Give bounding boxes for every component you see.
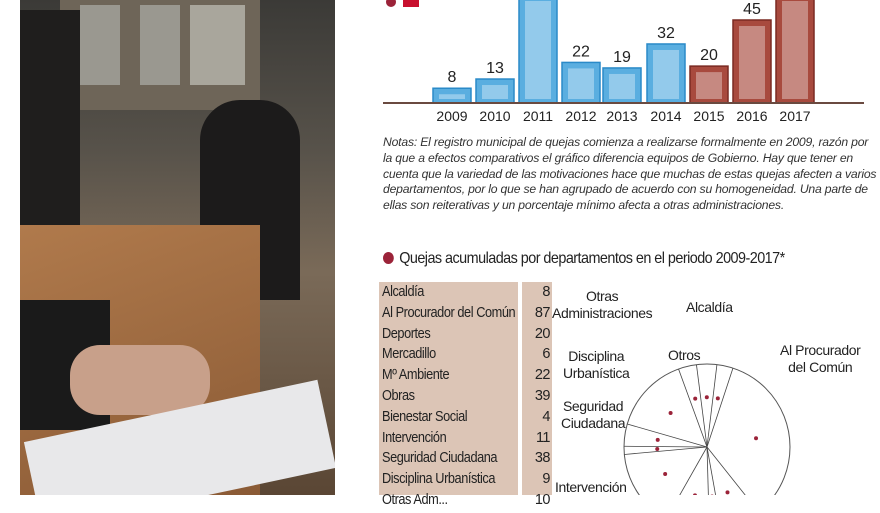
table-row: Bienestar Social 4 — [382, 409, 550, 430]
tick-label: 2011 — [523, 108, 553, 124]
data-label: 45 — [743, 1, 761, 18]
pie-label-otras: Otras Administraciones — [552, 288, 652, 322]
department-name: Intervención — [382, 430, 446, 446]
table-row: Otras Adm... 10 — [382, 492, 550, 513]
slice-marker — [716, 396, 720, 400]
pie-title-text: Quejas acumuladas por departamentos en e… — [399, 250, 784, 267]
department-name: Seguridad Ciudadana — [382, 450, 497, 466]
department-value: 8 — [542, 284, 550, 300]
tick-label: 2016 — [736, 108, 767, 124]
department-name: Otras Adm... — [382, 492, 448, 508]
table-row: Al Procurador del Común 87 — [382, 305, 550, 326]
pie-label-seguridad: Seguridad Ciudadana — [561, 398, 625, 432]
department-value: 22 — [535, 367, 550, 383]
bar-highlight — [653, 50, 679, 99]
table-row: Seguridad Ciudadana 38 — [382, 450, 550, 471]
bar-highlight — [782, 1, 808, 99]
bullet-icon — [383, 252, 394, 264]
department-value: 4 — [542, 409, 550, 425]
slice-marker — [705, 395, 709, 399]
bar-highlight — [439, 94, 465, 99]
data-label: 32 — [657, 25, 675, 42]
table-row: Disciplina Urbanística 9 — [382, 471, 550, 492]
department-value: 10 — [535, 492, 550, 508]
slice-marker — [754, 436, 758, 440]
department-value: 6 — [542, 346, 550, 362]
bar-highlight — [609, 74, 635, 99]
data-label: 22 — [572, 43, 590, 60]
psoe-logo — [403, 0, 419, 7]
pie-title: Quejas acumuladas por departamentos en e… — [383, 250, 785, 268]
department-name: Disciplina Urbanística — [382, 471, 495, 487]
slice-marker — [725, 490, 729, 494]
data-label: 20 — [700, 47, 718, 64]
table-row: Obras 39 — [382, 388, 550, 409]
notes-text: Notas: El registro municipal de quejas c… — [383, 135, 878, 214]
pie-label-alcaldia: Alcaldía — [686, 299, 733, 316]
data-label: 19 — [613, 49, 631, 66]
bar-highlight — [696, 72, 722, 99]
department-value: 9 — [542, 471, 550, 487]
slice-marker — [669, 411, 673, 415]
bullet-icon — [386, 0, 396, 7]
bar-highlight — [525, 1, 551, 99]
table-row: Mercadillo 6 — [382, 346, 550, 367]
department-name: Bienestar Social — [382, 409, 467, 425]
department-value: 39 — [535, 388, 550, 404]
pie-outline — [624, 364, 790, 495]
department-name: Mercadillo — [382, 346, 436, 362]
department-value: 38 — [535, 450, 550, 466]
data-label: 8 — [448, 69, 457, 86]
pie-label-otros: Otros — [668, 347, 700, 364]
tick-label: 2012 — [565, 108, 596, 124]
bar-highlight — [568, 68, 594, 99]
table-row: Mº Ambiente 22 — [382, 367, 550, 388]
tick-label: 2013 — [606, 108, 637, 124]
slice-marker — [693, 397, 697, 401]
department-name: Obras — [382, 388, 415, 404]
pie-label-procurador: Al Procurador del Común — [780, 342, 860, 376]
slice-marker — [655, 447, 659, 451]
department-name: Al Procurador del Común — [382, 305, 515, 321]
department-value: 87 — [535, 305, 550, 321]
table-row: Intervención 11 — [382, 430, 550, 451]
tick-label: 2015 — [693, 108, 724, 124]
tick-label: 2014 — [650, 108, 681, 124]
department-value: 20 — [535, 326, 550, 342]
tick-label: 2010 — [479, 108, 510, 124]
department-table: Alcaldía 8 Al Procurador del Común 87 Deport… — [379, 282, 552, 495]
slice-marker — [656, 438, 660, 442]
tick-label: 2009 — [436, 108, 467, 124]
department-name: Deportes — [382, 326, 430, 342]
department-name: Alcaldía — [382, 284, 424, 300]
slice-marker — [663, 472, 667, 476]
department-value: 11 — [536, 430, 550, 446]
bar-highlight — [482, 85, 508, 99]
bar-highlight — [739, 26, 765, 99]
table-row: Deportes 20 — [382, 326, 550, 347]
department-name: Mº Ambiente — [382, 367, 449, 383]
table-row: Alcaldía 8 — [382, 284, 550, 305]
tick-label: 2017 — [779, 108, 810, 124]
pie-label-disciplina: Disciplina Urbanística — [563, 348, 629, 382]
pie-label-intervencion: Intervención — [555, 479, 626, 496]
data-label: 13 — [486, 60, 504, 77]
